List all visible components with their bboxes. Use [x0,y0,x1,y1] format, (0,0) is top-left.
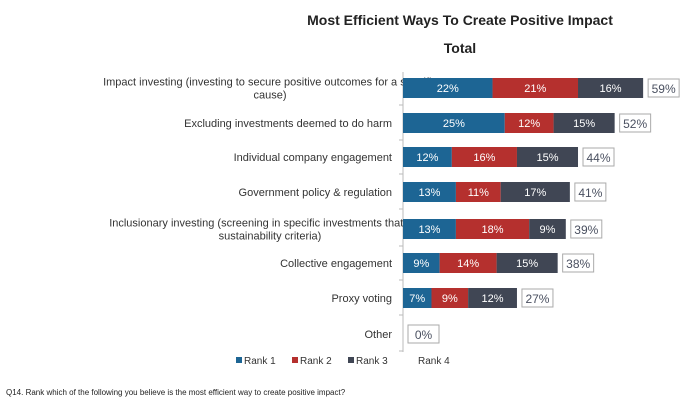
bar-segment [439,253,497,273]
category-label: Impact investing (investing to secure po… [103,77,437,89]
data-label: 21% [524,83,546,95]
data-label: 12% [416,152,438,164]
category-label: Government policy & regulation [239,187,392,199]
total-label: 52% [623,117,647,131]
data-label: 9% [413,258,429,270]
bar-segment [496,253,558,273]
data-label: 12% [518,118,540,130]
data-label: 12% [482,293,504,305]
bar-segment [431,288,469,308]
bar-segment [504,113,554,133]
data-label: 18% [482,224,504,236]
category-label: sustainability criteria) [219,231,322,243]
data-label: 16% [473,152,495,164]
category-label: Excluding investments deemed to do harm [184,118,392,130]
data-label: 16% [600,83,622,95]
total-label: 38% [566,257,590,271]
data-label: 22% [437,83,459,95]
bar-segment [403,147,452,167]
footnote: Q14. Rank which of the following you bel… [6,388,346,397]
legend-label: Rank 3 [356,356,388,367]
data-label: 11% [468,187,489,199]
data-label: 13% [418,187,440,199]
data-label: 9% [442,293,458,305]
data-label: 15% [573,118,595,130]
total-box [582,147,615,167]
total-label: 44% [586,151,610,165]
chart-title: Most Efficient Ways To Create Positive I… [307,12,613,28]
bar-segment [553,113,615,133]
bar-segment [455,182,501,202]
bar-segment [516,147,579,167]
bar-segment [403,288,432,308]
total-label: 59% [652,82,676,96]
bar-segment [451,147,517,167]
legend-label: Rank 4 [418,356,450,367]
bar-segment [500,182,570,202]
total-label: 39% [574,223,598,237]
data-label: 14% [457,258,479,270]
category-label: Collective engagement [280,258,392,270]
category-label: cause) [253,90,286,102]
bar-segment [455,219,530,239]
bar-segment [529,219,566,239]
data-label: 7% [409,293,425,305]
data-label: 15% [536,152,558,164]
total-box [521,288,554,308]
total-box [574,182,607,202]
total-box [562,253,595,273]
total-label: 0% [415,328,433,342]
total-box [619,113,652,133]
legend-label: Rank 1 [244,356,276,367]
category-label: Proxy voting [331,293,392,305]
bar-segment [578,78,644,98]
data-label: 25% [443,118,465,130]
total-box [407,324,440,344]
legend-swatch [292,357,298,363]
bar-segment [492,78,579,98]
legend-swatch [236,357,242,363]
total-box [647,78,680,98]
bar-segment [403,253,440,273]
data-label: 17% [524,187,546,199]
data-label: 13% [418,224,440,236]
chart-subtitle: Total [443,40,477,56]
bar-segment [403,182,456,202]
bar-segment [403,219,456,239]
total-label: 27% [525,292,549,306]
bar-segment [403,78,493,98]
category-label: Other [364,329,392,341]
category-label: Inclusionary investing (screening in spe… [109,218,431,230]
legend-label: Rank 2 [300,356,332,367]
legend-swatch [348,357,354,363]
total-box [570,219,603,239]
category-label: Individual company engagement [234,152,392,164]
total-label: 41% [578,186,602,200]
bar-segment [468,288,517,308]
data-label: 15% [516,258,538,270]
data-label: 9% [540,224,556,236]
bar-segment [403,113,505,133]
